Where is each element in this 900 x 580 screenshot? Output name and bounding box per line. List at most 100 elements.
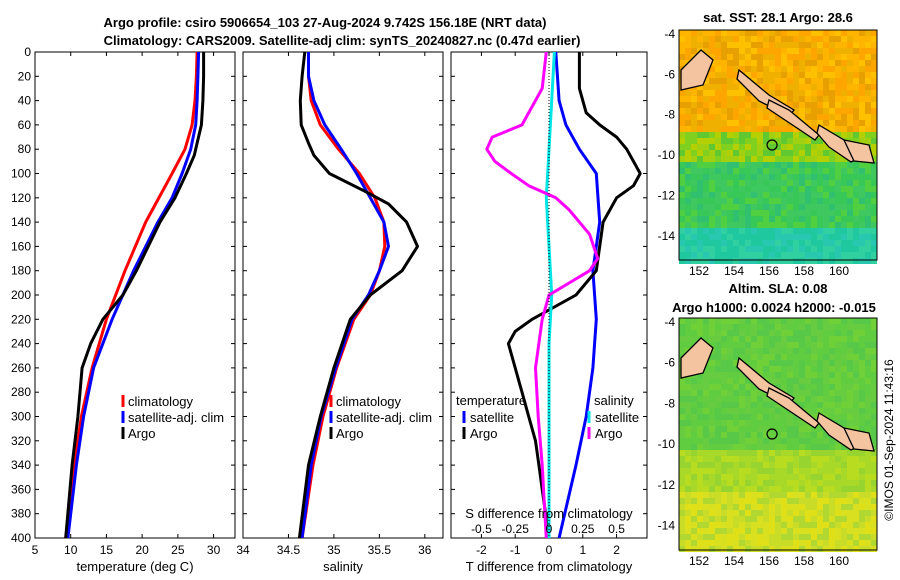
map-pixel bbox=[823, 372, 829, 378]
map-pixel bbox=[799, 72, 805, 78]
map-pixel bbox=[787, 540, 793, 546]
map-pixel bbox=[751, 60, 757, 66]
map-pixel bbox=[763, 210, 769, 216]
map-pixel bbox=[793, 324, 799, 330]
map-pixel bbox=[715, 546, 721, 552]
map-pixel bbox=[727, 528, 733, 534]
map-pixel bbox=[835, 456, 841, 462]
map-pixel bbox=[775, 336, 781, 342]
map-pixel bbox=[871, 228, 877, 234]
map-pixel bbox=[865, 342, 871, 348]
map-pixel bbox=[853, 96, 859, 102]
map-pixel bbox=[841, 474, 847, 480]
map-pixel bbox=[805, 390, 811, 396]
map-pixel bbox=[865, 108, 871, 114]
map-pixel bbox=[745, 510, 751, 516]
map-pixel bbox=[727, 66, 733, 72]
map-pixel bbox=[817, 162, 823, 168]
map-pixel bbox=[829, 330, 835, 336]
map-pixel bbox=[853, 66, 859, 72]
map-pixel bbox=[745, 96, 751, 102]
map-pixel bbox=[799, 528, 805, 534]
map-pixel bbox=[835, 528, 841, 534]
map-pixel bbox=[751, 144, 757, 150]
map-pixel bbox=[793, 510, 799, 516]
map-pixel bbox=[685, 222, 691, 228]
map-pixel bbox=[787, 222, 793, 228]
map-pixel bbox=[853, 426, 859, 432]
map-pixel bbox=[799, 348, 805, 354]
map-pixel bbox=[679, 102, 685, 108]
map-pixel bbox=[685, 234, 691, 240]
map-pixel bbox=[823, 522, 829, 528]
map-pixel bbox=[793, 354, 799, 360]
map-pixel bbox=[847, 522, 853, 528]
map-pixel bbox=[799, 162, 805, 168]
map-pixel bbox=[835, 390, 841, 396]
map-pixel bbox=[739, 198, 745, 204]
map-pixel bbox=[739, 354, 745, 360]
map-pixel bbox=[703, 234, 709, 240]
map-pixel bbox=[733, 336, 739, 342]
sla-map-frame bbox=[678, 317, 878, 551]
map-pixel bbox=[823, 240, 829, 246]
map-pixel bbox=[853, 246, 859, 252]
map-pixel bbox=[727, 354, 733, 360]
map-pixel bbox=[733, 66, 739, 72]
map-pixel bbox=[805, 408, 811, 414]
map-pixel bbox=[871, 258, 877, 264]
map-pixel bbox=[733, 420, 739, 426]
map-pixel bbox=[685, 204, 691, 210]
map-pixel bbox=[805, 210, 811, 216]
map-pixel bbox=[871, 84, 877, 90]
map-pixel bbox=[781, 150, 787, 156]
map-pixel bbox=[697, 90, 703, 96]
map-pixel bbox=[841, 366, 847, 372]
map-y-tick: -12 bbox=[658, 478, 676, 492]
map-pixel bbox=[697, 228, 703, 234]
map-pixel bbox=[787, 90, 793, 96]
map-pixel bbox=[727, 366, 733, 372]
map-pixel bbox=[787, 522, 793, 528]
map-pixel bbox=[691, 144, 697, 150]
map-pixel bbox=[811, 120, 817, 126]
map-pixel bbox=[823, 258, 829, 264]
map-pixel bbox=[769, 66, 775, 72]
map-pixel bbox=[721, 384, 727, 390]
map-pixel bbox=[739, 204, 745, 210]
map-pixel bbox=[769, 252, 775, 258]
map-pixel bbox=[697, 162, 703, 168]
map-pixel bbox=[721, 396, 727, 402]
map-pixel bbox=[733, 414, 739, 420]
map-pixel bbox=[805, 396, 811, 402]
map-pixel bbox=[793, 84, 799, 90]
map-pixel bbox=[865, 408, 871, 414]
map-pixel bbox=[781, 48, 787, 54]
map-pixel bbox=[703, 90, 709, 96]
map-pixel bbox=[703, 492, 709, 498]
map-pixel bbox=[721, 228, 727, 234]
map-pixel bbox=[775, 252, 781, 258]
map-pixel bbox=[793, 90, 799, 96]
map-pixel bbox=[757, 216, 763, 222]
map-pixel bbox=[859, 546, 865, 552]
map-pixel bbox=[823, 210, 829, 216]
map-pixel bbox=[871, 192, 877, 198]
map-pixel bbox=[841, 174, 847, 180]
map-pixel bbox=[745, 138, 751, 144]
map-pixel bbox=[805, 108, 811, 114]
map-pixel bbox=[781, 438, 787, 444]
map-pixel bbox=[859, 504, 865, 510]
map-pixel bbox=[841, 240, 847, 246]
map-pixel bbox=[841, 516, 847, 522]
map-pixel bbox=[811, 354, 817, 360]
map-pixel bbox=[871, 60, 877, 66]
map-pixel bbox=[853, 192, 859, 198]
map-pixel bbox=[817, 144, 823, 150]
map-pixel bbox=[799, 222, 805, 228]
map-pixel bbox=[769, 168, 775, 174]
map-pixel bbox=[871, 528, 877, 534]
map-pixel bbox=[697, 234, 703, 240]
map-pixel bbox=[751, 336, 757, 342]
map-pixel bbox=[679, 222, 685, 228]
